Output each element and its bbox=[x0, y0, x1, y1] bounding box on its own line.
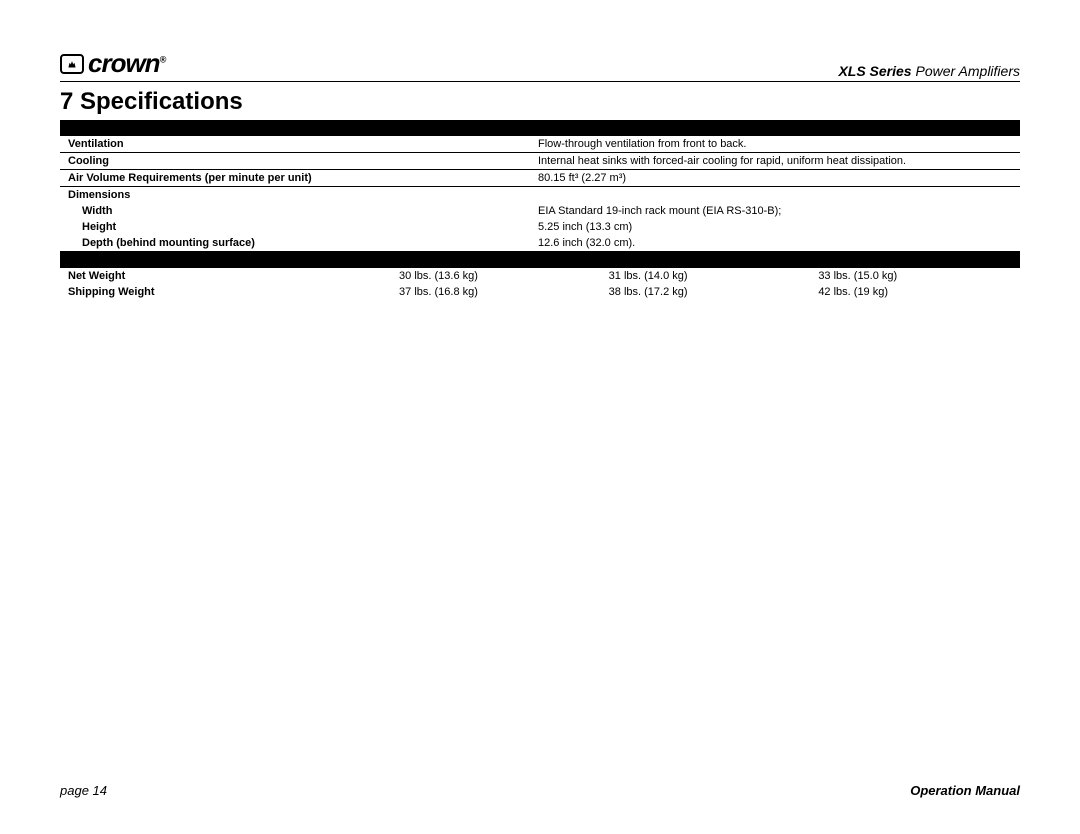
divider-bar-mid bbox=[60, 252, 1020, 268]
label-cooling: Cooling bbox=[60, 153, 530, 170]
spec-table: Ventilation Flow-through ventilation fro… bbox=[60, 136, 1020, 252]
manual-label: Operation Manual bbox=[910, 783, 1020, 798]
val-depth: 12.6 inch (32.0 cm). bbox=[530, 235, 1020, 252]
row-dimensions: Dimensions bbox=[60, 187, 1020, 204]
footer: page 14 Operation Manual bbox=[60, 783, 1020, 798]
val-dimensions bbox=[530, 187, 1020, 204]
row-shipweight: Shipping Weight 37 lbs. (16.8 kg) 38 lbs… bbox=[60, 284, 1020, 300]
label-width: Width bbox=[60, 203, 530, 219]
section-title: 7 Specifications bbox=[60, 88, 1020, 116]
row-airvol: Air Volume Requirements (per minute per … bbox=[60, 170, 1020, 187]
label-airvol: Air Volume Requirements (per minute per … bbox=[60, 170, 530, 187]
val-airvol: 80.15 ft³ (2.27 m³) bbox=[530, 170, 1020, 187]
netweight-col3: 33 lbs. (15.0 kg) bbox=[810, 268, 1020, 284]
registered-mark: ® bbox=[160, 54, 166, 64]
label-depth: Depth (behind mounting surface) bbox=[60, 235, 530, 252]
weight-table: Net Weight 30 lbs. (13.6 kg) 31 lbs. (14… bbox=[60, 268, 1020, 300]
netweight-col2: 31 lbs. (14.0 kg) bbox=[601, 268, 811, 284]
shipweight-col3: 42 lbs. (19 kg) bbox=[810, 284, 1020, 300]
page-number: page 14 bbox=[60, 783, 107, 798]
row-cooling: Cooling Internal heat sinks with forced-… bbox=[60, 153, 1020, 170]
val-cooling: Internal heat sinks with forced-air cool… bbox=[530, 153, 1020, 170]
row-ventilation: Ventilation Flow-through ventilation fro… bbox=[60, 136, 1020, 153]
val-ventilation: Flow-through ventilation from front to b… bbox=[530, 136, 1020, 153]
logo-text: crown® bbox=[88, 48, 165, 79]
series-title: XLS Series Power Amplifiers bbox=[838, 63, 1020, 79]
row-height: Height 5.25 inch (13.3 cm) bbox=[60, 219, 1020, 235]
label-netweight: Net Weight bbox=[60, 268, 391, 284]
header: crown® XLS Series Power Amplifiers bbox=[60, 48, 1020, 82]
val-width: EIA Standard 19-inch rack mount (EIA RS-… bbox=[530, 203, 1020, 219]
shipweight-col2: 38 lbs. (17.2 kg) bbox=[601, 284, 811, 300]
label-height: Height bbox=[60, 219, 530, 235]
label-shipweight: Shipping Weight bbox=[60, 284, 391, 300]
label-dimensions: Dimensions bbox=[60, 187, 530, 204]
netweight-col1: 30 lbs. (13.6 kg) bbox=[391, 268, 601, 284]
val-height: 5.25 inch (13.3 cm) bbox=[530, 219, 1020, 235]
logo: crown® bbox=[60, 48, 165, 79]
row-netweight: Net Weight 30 lbs. (13.6 kg) 31 lbs. (14… bbox=[60, 268, 1020, 284]
crown-logo-icon bbox=[60, 54, 84, 74]
row-depth: Depth (behind mounting surface) 12.6 inc… bbox=[60, 235, 1020, 252]
row-width: Width EIA Standard 19-inch rack mount (E… bbox=[60, 203, 1020, 219]
divider-bar-top bbox=[60, 120, 1020, 136]
label-ventilation: Ventilation bbox=[60, 136, 530, 153]
shipweight-col1: 37 lbs. (16.8 kg) bbox=[391, 284, 601, 300]
